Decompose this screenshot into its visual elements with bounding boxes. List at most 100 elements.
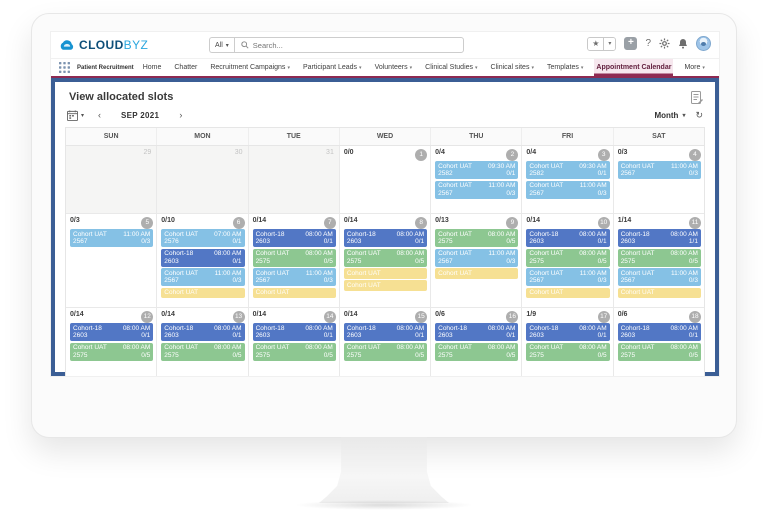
tab-templates[interactable]: Templates ▾: [545, 59, 585, 76]
appointment-slot[interactable]: Cohort UAT 11:00 AM 2567 0/3: [70, 229, 154, 247]
appointment-slot[interactable]: Cohort UAT: [343, 268, 428, 279]
appointment-slot[interactable]: Cohort UAT 11:00 AM 2567 0/3: [252, 268, 336, 286]
slot-line-2: 2567 0/3: [438, 258, 515, 266]
slot-line-1: Cohort-18 08:00 AM: [164, 325, 241, 333]
appointment-slot[interactable]: Cohort UAT 09:30 AM 2582 0/1: [526, 161, 610, 179]
calendar-day-cell[interactable]: 30: [157, 146, 249, 214]
appointment-slot[interactable]: Cohort UAT 11:00 AM 2567 0/3: [435, 248, 519, 267]
calendar-day-cell[interactable]: 0/14 10 Cohort-18 08:00 AM 2603 0/1 Cohort UAT…: [522, 214, 614, 308]
appointment-slot[interactable]: Cohort-18 08:00 AM 2603 0/1: [617, 323, 701, 341]
refresh-icon[interactable]: ↻: [695, 110, 703, 120]
day-header: THU: [431, 128, 523, 145]
bell-icon[interactable]: [678, 38, 688, 49]
calendar-day-cell[interactable]: 0/14 12 Cohort-18 08:00 AM 2603 0/1 Cohort UAT…: [66, 308, 158, 376]
next-month-button[interactable]: ›: [179, 110, 183, 120]
view-mode-dropdown[interactable]: Month ▾: [654, 111, 685, 120]
tab-volunteers[interactable]: Volunteers ▾: [373, 59, 415, 76]
tab-participant-leads[interactable]: Participant Leads ▾: [301, 59, 364, 76]
appointment-slot[interactable]: Cohort-18 08:00 AM 2603 0/1: [252, 323, 336, 341]
appointment-slot[interactable]: Cohort UAT: [617, 287, 701, 298]
appointment-slot[interactable]: Cohort UAT: [343, 280, 428, 291]
appointment-slot[interactable]: Cohort UAT: [252, 287, 336, 298]
new-form-icon[interactable]: [691, 91, 703, 104]
calendar-type-dropdown[interactable]: ▾: [67, 110, 84, 121]
tab-more[interactable]: More ▾: [682, 59, 706, 76]
appointment-slot[interactable]: Cohort UAT: [435, 268, 519, 279]
appointment-slot[interactable]: Cohort UAT 11:00 AM 2567 0/3: [161, 268, 245, 286]
quick-add-button[interactable]: +: [624, 37, 638, 50]
search-input[interactable]: [252, 40, 457, 50]
appointment-slot[interactable]: Cohort UAT 08:00 AM 2575 0/5: [343, 342, 428, 361]
previous-month-button[interactable]: ‹: [98, 110, 102, 120]
appointment-slot[interactable]: Cohort UAT 08:00 AM 2575 0/5: [252, 248, 336, 267]
calendar-day-cell[interactable]: 0/14 7 Cohort-18 08:00 AM 2603 0/1 Cohort UAT 0…: [248, 214, 340, 308]
calendar-day-cell[interactable]: 0/13 9 Cohort UAT 08:00 AM 2575 0/5 Cohort UAT…: [431, 214, 523, 308]
appointment-slot[interactable]: Cohort UAT 08:00 AM 2575 0/5: [435, 229, 519, 247]
appointment-slot[interactable]: Cohort UAT 08:00 AM 2575 0/5: [526, 342, 610, 361]
calendar-day-cell[interactable]: 0/14 13 Cohort-18 08:00 AM 2603 0/1 Cohort UAT…: [157, 308, 249, 376]
calendar-day-cell[interactable]: 0/14 8 Cohort-18 08:00 AM 2603 0/1 Cohort UAT 0…: [339, 214, 432, 308]
search-scope-dropdown[interactable]: All ▾: [209, 37, 234, 53]
calendar-day-cell[interactable]: 1/9 17 Cohort-18 08:00 AM 2603 0/1 Cohort UAT 0…: [522, 308, 614, 376]
cell-slot-count: 1/14: [617, 217, 632, 224]
tab-recruitment-campaigns[interactable]: Recruitment Campaigns ▾: [208, 59, 292, 76]
appointment-slot[interactable]: Cohort-18 08:00 AM 2603 0/1: [343, 229, 428, 247]
appointment-slot[interactable]: Cohort-18 08:00 AM 2603 0/1: [526, 229, 610, 247]
appointment-slot[interactable]: Cohort UAT: [526, 287, 610, 298]
appointment-slot[interactable]: Cohort-18 08:00 AM 2603 0/1: [343, 323, 428, 341]
appointment-slot[interactable]: Cohort UAT: [161, 287, 245, 298]
calendar-day-cell[interactable]: 0/14 15 Cohort-18 08:00 AM 2603 0/1 Cohort UAT…: [339, 308, 432, 376]
favorites-control[interactable]: ★ ▾: [587, 36, 617, 51]
appointment-slot[interactable]: Cohort UAT 08:00 AM 2575 0/5: [435, 342, 519, 361]
calendar-day-cell[interactable]: 0/0 1: [339, 146, 432, 214]
appointment-slot[interactable]: Cohort-18 08:00 AM 2603 0/1: [161, 248, 245, 267]
appointment-slot[interactable]: Cohort-18 08:00 AM 2603 0/1: [70, 323, 154, 341]
help-icon[interactable]: ?: [645, 38, 651, 49]
appointment-slot[interactable]: Cohort UAT 08:00 AM 2575 0/5: [161, 342, 245, 361]
star-icon[interactable]: ★: [588, 37, 604, 50]
calendar-day-cell[interactable]: 0/6 18 Cohort-18 08:00 AM 2603 0/1 Cohort UAT 0…: [613, 308, 704, 376]
appointment-slot[interactable]: Cohort UAT 08:00 AM 2575 0/5: [252, 342, 336, 361]
appointment-slot[interactable]: Cohort UAT 08:00 AM 2575 0/5: [617, 248, 701, 267]
calendar-day-cell[interactable]: 1/14 11 Cohort-18 08:00 AM 2603 1/1 Cohort UAT…: [613, 214, 704, 308]
calendar-day-cell[interactable]: 0/10 6 Cohort UAT 07:00 AM 2576 0/1 Cohort-18 0…: [157, 214, 249, 308]
slot-id: 2575: [529, 257, 544, 265]
app-launcher-icon[interactable]: [59, 62, 70, 73]
avatar[interactable]: [696, 36, 711, 51]
appointment-slot[interactable]: Cohort UAT 08:00 AM 2575 0/5: [617, 342, 701, 361]
gear-icon[interactable]: [659, 38, 670, 49]
appointment-slot[interactable]: Cohort UAT 08:00 AM 2575 0/5: [526, 248, 610, 267]
tab-clinical-studies[interactable]: Clinical Studies ▾: [423, 59, 479, 76]
tab-clinical-sites[interactable]: Clinical sites ▾: [489, 59, 536, 76]
appointment-slot[interactable]: Cohort UAT 11:00 AM 2567 0/3: [617, 268, 701, 286]
calendar-day-cell[interactable]: 29: [66, 146, 158, 214]
appointment-slot[interactable]: Cohort-18 08:00 AM 2603 0/1: [252, 229, 336, 247]
slot-line-2: 2567 0/3: [256, 277, 333, 285]
calendar-day-cell[interactable]: 0/4 3 Cohort UAT 09:30 AM 2582 0/1 Cohort UAT 1…: [522, 146, 614, 214]
slot-id: 2575: [73, 351, 88, 359]
appointment-slot[interactable]: Cohort UAT 11:00 AM 2567 0/3: [617, 161, 701, 179]
appointment-slot[interactable]: Cohort UAT 08:00 AM 2575 0/5: [70, 342, 154, 361]
calendar-day-cell[interactable]: 0/6 16 Cohort-18 08:00 AM 2603 0/1 Cohort UAT 0…: [431, 308, 523, 376]
calendar-day-cell[interactable]: 31: [248, 146, 340, 214]
appointment-slot[interactable]: Cohort-18 08:00 AM 2603 0/1: [435, 323, 519, 341]
calendar-day-cell[interactable]: 0/3 5 Cohort UAT 11:00 AM 2567 0/3: [66, 214, 158, 308]
slot-name: Cohort-18: [620, 324, 650, 332]
appointment-slot[interactable]: Cohort UAT 11:00 AM 2567 0/3: [526, 268, 610, 286]
chevron-down-icon[interactable]: ▾: [603, 37, 616, 50]
tab-home[interactable]: Home: [141, 59, 164, 76]
appointment-slot[interactable]: Cohort-18 08:00 AM 2603 1/1: [617, 229, 701, 247]
search-box[interactable]: [233, 37, 464, 53]
tab-appointment-calendar[interactable]: Appointment Calendar: [594, 59, 674, 76]
appointment-slot[interactable]: Cohort UAT 08:00 AM 2575 0/5: [343, 248, 428, 267]
calendar-day-cell[interactable]: 0/14 14 Cohort-18 08:00 AM 2603 0/1 Cohort UAT…: [248, 308, 340, 376]
tab-chatter[interactable]: Chatter: [172, 59, 199, 76]
appointment-slot[interactable]: Cohort-18 08:00 AM 2603 0/1: [161, 323, 245, 341]
calendar-day-cell[interactable]: 0/3 4 Cohort UAT 11:00 AM 2567 0/3: [613, 146, 704, 214]
appointment-slot[interactable]: Cohort UAT 07:00 AM 2576 0/1: [161, 229, 245, 247]
appointment-slot[interactable]: Cohort-18 08:00 AM 2603 0/1: [526, 323, 610, 341]
appointment-slot[interactable]: Cohort UAT 09:30 AM 2582 0/1: [435, 161, 519, 179]
calendar-day-cell[interactable]: 0/4 2 Cohort UAT 09:30 AM 2582 0/1 Cohort UAT 1…: [431, 146, 523, 214]
appointment-slot[interactable]: Cohort UAT 11:00 AM 2567 0/3: [526, 180, 610, 199]
appointment-slot[interactable]: Cohort UAT 11:00 AM 2567 0/3: [435, 180, 519, 199]
